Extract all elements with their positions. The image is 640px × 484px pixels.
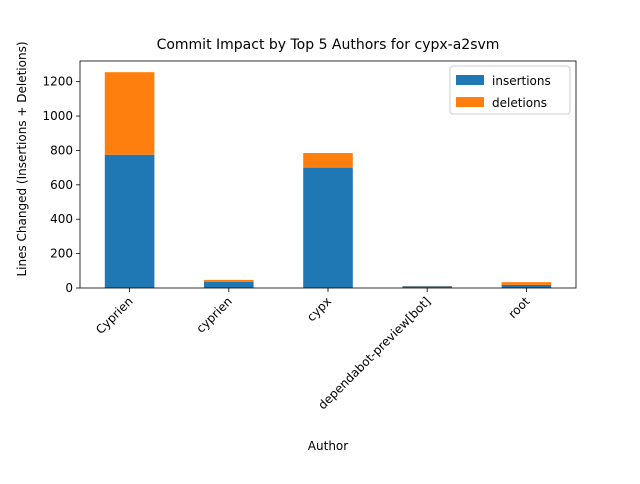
bar-insertions-2 [303,168,353,288]
x-axis-label: Author [308,439,348,453]
y-tick-label-1: 200 [50,247,73,261]
y-tick-label-5: 1000 [42,109,73,123]
legend-label-insertions: insertions [492,74,551,88]
bar-deletions-2 [303,153,353,168]
legend-swatch-deletions [456,97,484,107]
bar-deletions-0 [105,72,155,155]
chart-title: Commit Impact by Top 5 Authors for cypx-… [157,37,500,53]
legend: insertions deletions [450,66,570,114]
legend-label-deletions: deletions [492,96,547,110]
bar-deletions-4 [502,282,552,285]
y-tick-label-4: 800 [50,143,73,157]
y-tick-label-0: 0 [65,281,73,295]
y-axis-label: Lines Changed (Insertions + Deletions) [15,41,29,276]
bar-deletions-1 [204,280,254,282]
legend-swatch-insertions [456,75,484,85]
bar-insertions-1 [204,282,254,288]
y-tick-label-2: 400 [50,212,73,226]
y-tick-label-6: 1200 [42,75,73,89]
bar-insertions-0 [105,155,155,288]
bar-insertions-4 [502,285,552,288]
y-tick-label-3: 600 [50,178,73,192]
